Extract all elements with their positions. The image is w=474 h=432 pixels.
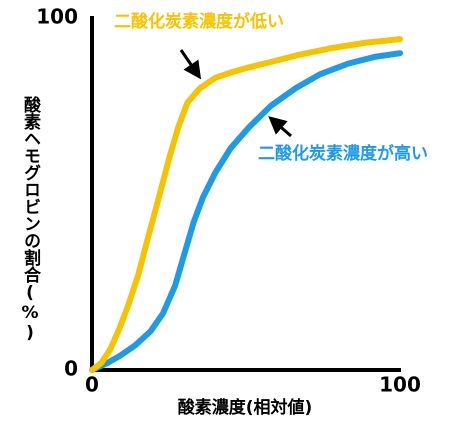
line-series <box>89 36 403 373</box>
y-tick-label: 100 <box>36 5 78 29</box>
annotation-arrow <box>268 116 292 138</box>
annotation-arrow <box>179 49 202 80</box>
y-tick-label: 0 <box>64 357 78 381</box>
y-axis-label: 酸素ヘモグロビンの割合(%) <box>20 96 40 343</box>
series-label: 二酸化炭素濃度が低い <box>114 11 284 32</box>
x-axis-label: 酸素濃度(相対値) <box>178 397 313 418</box>
line-series <box>89 50 403 373</box>
series-label: 二酸化炭素濃度が高い <box>258 143 428 164</box>
x-tick-label: 0 <box>85 373 99 397</box>
x-tick-label: 100 <box>379 373 421 397</box>
